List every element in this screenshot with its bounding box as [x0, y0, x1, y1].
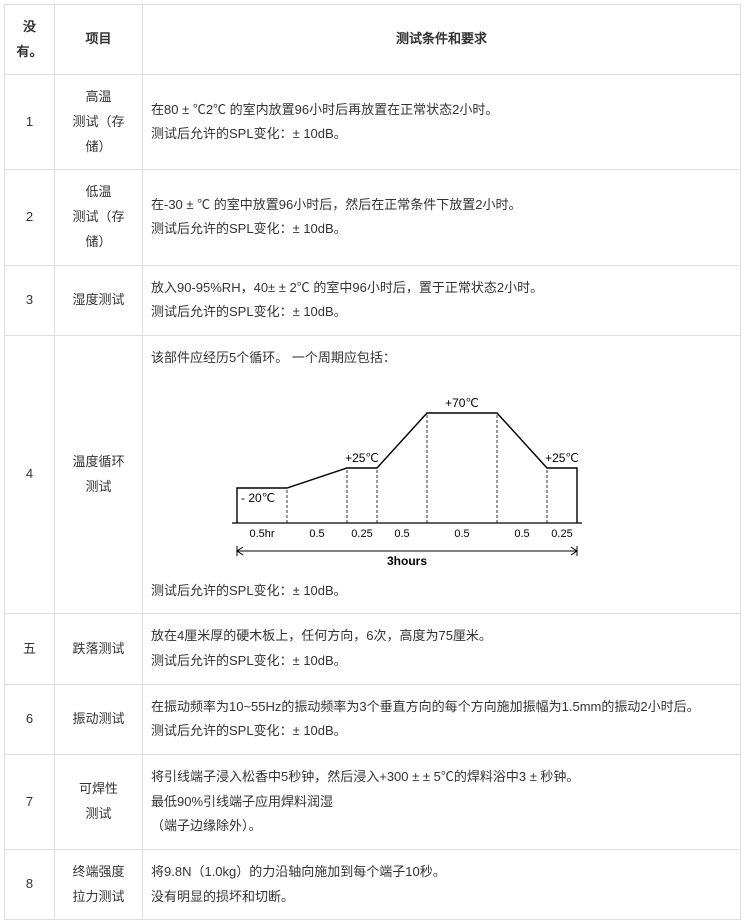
cell-no: 4: [5, 335, 55, 613]
table-row: 2 低温测试（存储） 在-30 ± ℃ 的室中放置96小时后，然后在正常条件下放…: [5, 170, 741, 265]
cell-item: 低温测试（存储）: [55, 170, 143, 265]
table-body: 1 高温测试（存储） 在80 ± ℃2℃ 的室内放置96小时后再放置在正常状态2…: [5, 75, 741, 920]
cell-no: 8: [5, 850, 55, 920]
svg-text:0.5: 0.5: [454, 528, 469, 540]
cell-cond: 放入90-95%RH，40± ± 2℃ 的室中96小时后，置于正常状态2小时。测…: [143, 265, 741, 335]
table-row: 1 高温测试（存储） 在80 ± ℃2℃ 的室内放置96小时后再放置在正常状态2…: [5, 75, 741, 170]
cell-no: 2: [5, 170, 55, 265]
cell-item: 高温测试（存储）: [55, 75, 143, 170]
svg-text:0.25: 0.25: [351, 528, 372, 540]
cell-item: 温度循环测试: [55, 335, 143, 613]
table-header-row: 没有。 项目 测试条件和要求: [5, 5, 741, 75]
table-row: 3 湿度测试 放入90-95%RH，40± ± 2℃ 的室中96小时后，置于正常…: [5, 265, 741, 335]
svg-text:0.5hr: 0.5hr: [249, 528, 274, 540]
cell-no: 五: [5, 614, 55, 684]
reliability-test-table: 没有。 项目 测试条件和要求 1 高温测试（存储） 在80 ± ℃2℃ 的室内放…: [4, 4, 741, 920]
cell-cond: 将引线端子浸入松香中5秒钟，然后浸入+300 ± ± 5℃的焊料浴中3 ± 秒钟…: [143, 755, 741, 850]
cell-cond: 在-30 ± ℃ 的室中放置96小时后，然后在正常条件下放置2小时。测试后允许的…: [143, 170, 741, 265]
svg-text:0.5: 0.5: [514, 528, 529, 540]
svg-text:0.25: 0.25: [551, 528, 572, 540]
svg-text:+25℃: +25℃: [545, 451, 579, 465]
cycle-intro-text: 该部件应经历5个循环。 一个周期应包括：: [151, 346, 732, 371]
cell-item: 湿度测试: [55, 265, 143, 335]
cell-cond: 在80 ± ℃2℃ 的室内放置96小时后再放置在正常状态2小时。测试后允许的SP…: [143, 75, 741, 170]
cell-cond: 放在4厘米厚的硬木板上，任何方向，6次，高度为75厘米。测试后允许的SPL变化：…: [143, 614, 741, 684]
cell-item: 振动测试: [55, 684, 143, 754]
svg-text:+25℃: +25℃: [345, 451, 379, 465]
cycle-after-text: 测试后允许的SPL变化：± 10dB。: [151, 579, 732, 604]
cell-no: 1: [5, 75, 55, 170]
svg-text:0.5: 0.5: [394, 528, 409, 540]
cell-cond: 将9.8N（1.0kg）的力沿轴向施加到每个端子10秒。没有明显的损坏和切断。: [143, 850, 741, 920]
table-row: 五 跌落测试 放在4厘米厚的硬木板上，任何方向，6次，高度为75厘米。测试后允许…: [5, 614, 741, 684]
svg-text:+70℃: +70℃: [445, 396, 479, 410]
cell-no: 7: [5, 755, 55, 850]
th-item: 项目: [55, 5, 143, 75]
cell-item: 跌落测试: [55, 614, 143, 684]
svg-text:0.5: 0.5: [309, 528, 324, 540]
table-row: 4 温度循环测试 该部件应经历5个循环。 一个周期应包括： 0.5hr0.50.…: [5, 335, 741, 613]
table-row: 8 终端强度拉力测试 将9.8N（1.0kg）的力沿轴向施加到每个端子10秒。没…: [5, 850, 741, 920]
cell-item: 终端强度拉力测试: [55, 850, 143, 920]
cell-item: 可焊性测试: [55, 755, 143, 850]
cell-cond: 在振动频率为10~55Hz的振动频率为3个垂直方向的每个方向施加振幅为1.5mm…: [143, 684, 741, 754]
cell-no: 3: [5, 265, 55, 335]
svg-text:3hours: 3hours: [386, 554, 426, 568]
svg-text:- 20℃: - 20℃: [241, 491, 275, 505]
table-row: 6 振动测试 在振动频率为10~55Hz的振动频率为3个垂直方向的每个方向施加振…: [5, 684, 741, 754]
table-row: 7 可焊性测试 将引线端子浸入松香中5秒钟，然后浸入+300 ± ± 5℃的焊料…: [5, 755, 741, 850]
cell-cond-cycle: 该部件应经历5个循环。 一个周期应包括： 0.5hr0.50.250.50.50…: [143, 335, 741, 613]
cell-no: 6: [5, 684, 55, 754]
th-cond: 测试条件和要求: [143, 5, 741, 75]
temperature-cycle-diagram: 0.5hr 0.5 0.25 0.5 0.5 0.5 0.25 3hours - 20℃ +25℃…: [202, 373, 682, 573]
th-no: 没有。: [5, 5, 55, 75]
